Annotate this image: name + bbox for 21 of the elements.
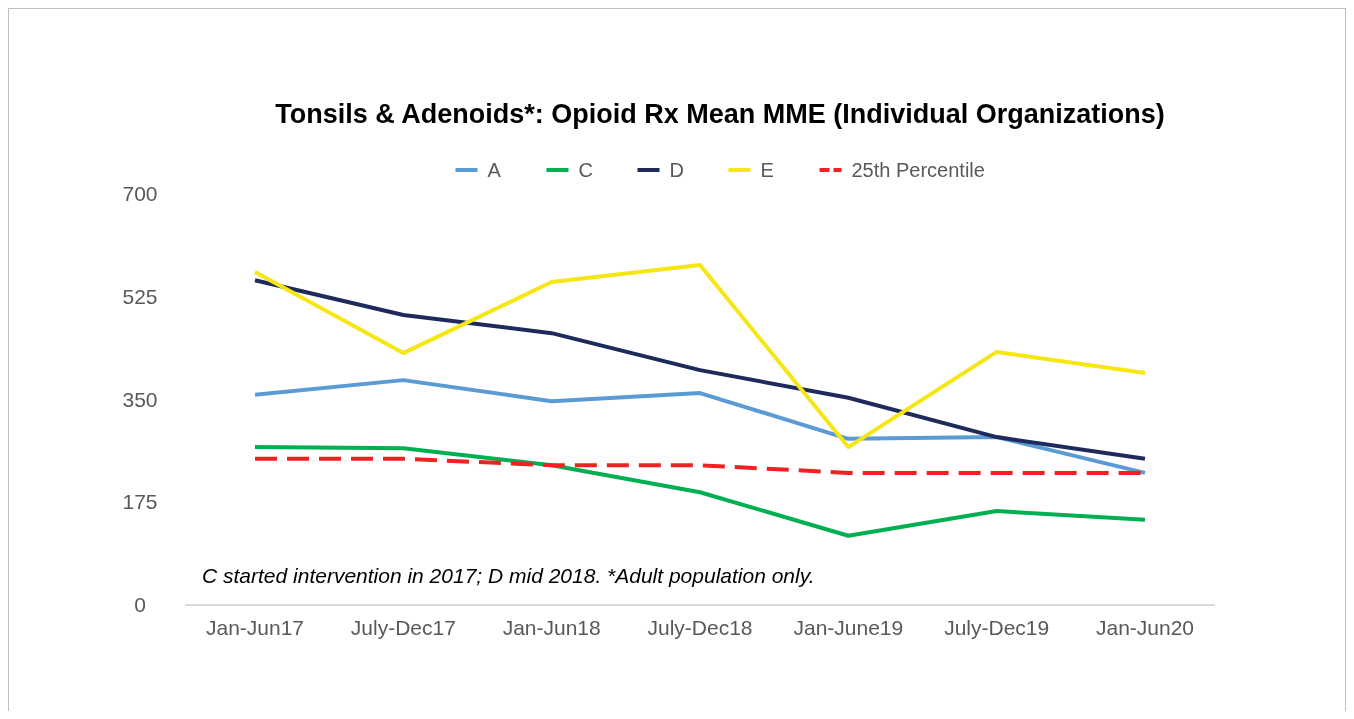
legend-label: C [578, 159, 593, 181]
y-tick-label: 0 [134, 593, 146, 616]
x-tick-label: Jan-June19 [793, 616, 904, 639]
y-tick-label: 525 [122, 284, 158, 308]
legend-label: A [487, 159, 502, 181]
y-tick-label: 700 [122, 182, 158, 205]
legend-label: E [760, 159, 774, 181]
x-tick-label: Jan-Jun17 [205, 616, 305, 639]
line-series [253, 445, 1147, 538]
x-tick-label: July-Dec19 [944, 616, 1050, 639]
x-tick-label: Jan-Jun20 [1095, 616, 1195, 639]
y-tick-label: 350 [122, 387, 158, 411]
x-tick-label: July-Dec17 [350, 616, 456, 639]
y-tick-label: 175 [122, 490, 158, 514]
x-tick-label: Jan-Jun18 [502, 616, 601, 639]
x-tick-label: July-Dec18 [647, 616, 753, 639]
legend-label: D [669, 159, 684, 181]
annotation: C started intervention in 2017; D mid 2018. *Adult population only. [202, 564, 815, 587]
chart-title: Tonsils & Adenoids*: Opioid Rx Mean MME (Individual Organizations) [275, 99, 1165, 129]
line-series [253, 378, 1147, 475]
legend-label: 25th Percentile [851, 159, 985, 181]
